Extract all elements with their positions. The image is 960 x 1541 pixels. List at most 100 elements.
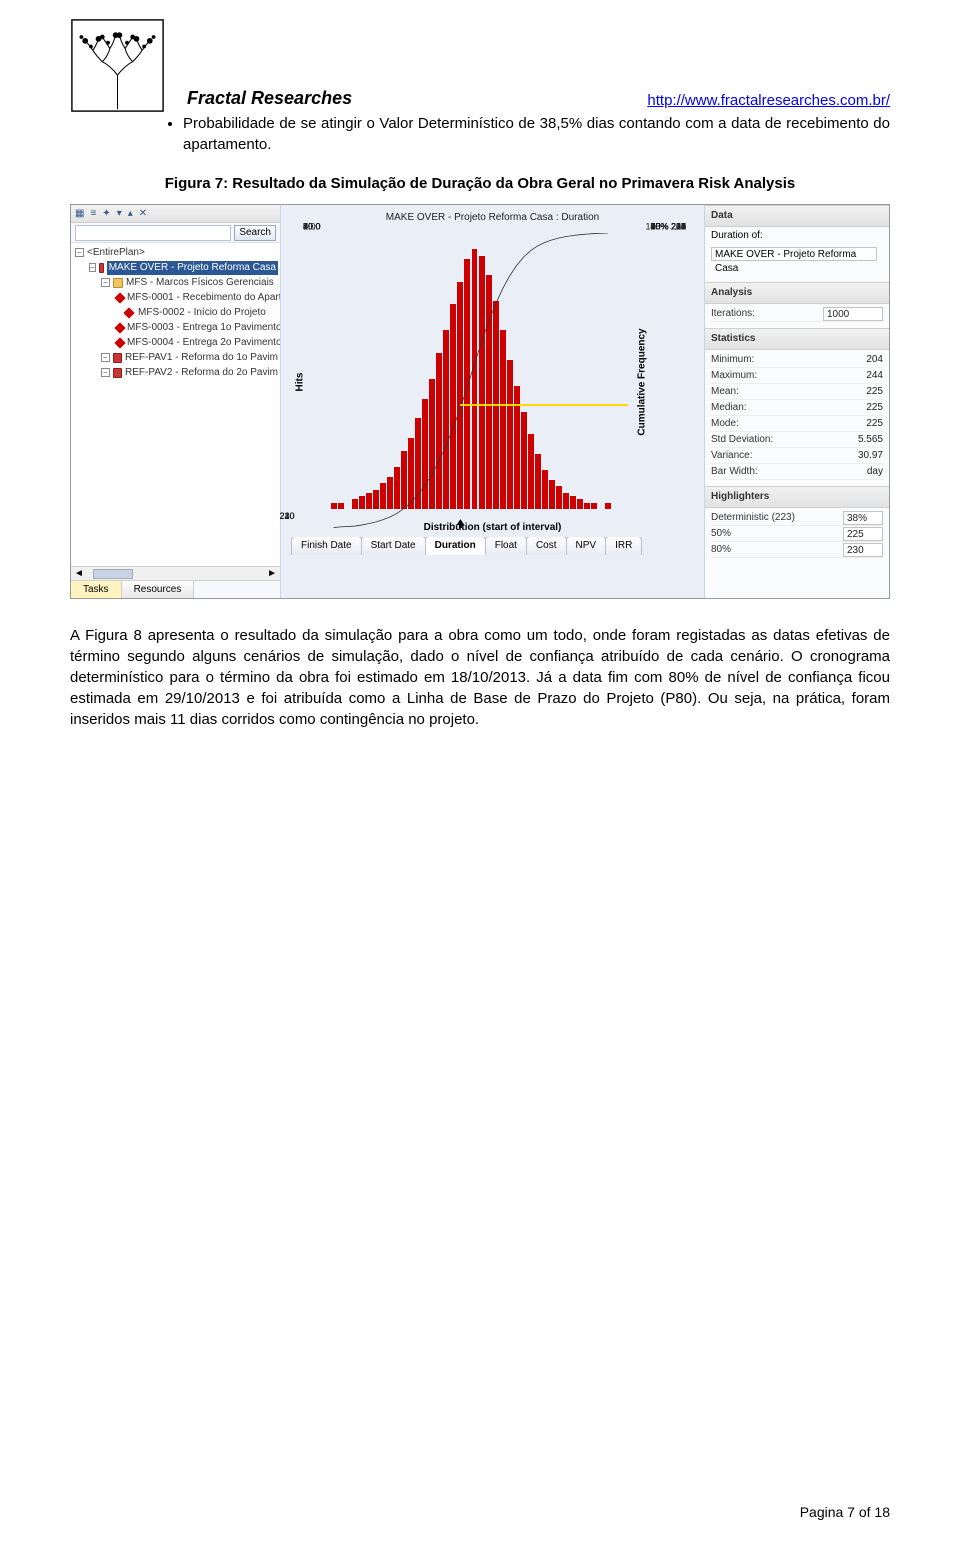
- chart-tab[interactable]: NPV: [566, 536, 607, 555]
- stat-key: Variance:: [711, 449, 753, 463]
- toolbar-icon[interactable]: ▦: [75, 207, 84, 221]
- histogram-bar: [401, 451, 407, 509]
- histogram-bar: [331, 503, 337, 509]
- histogram-bar: [605, 503, 611, 509]
- plot-area: [327, 233, 622, 509]
- chart-bottom-tabs: Finish DateStart DateDurationFloatCostNP…: [287, 537, 698, 555]
- milestone-icon: [125, 308, 135, 318]
- folder-icon: [113, 353, 122, 363]
- tree-node[interactable]: MFS-0004 - Entrega 2o Pavimento: [73, 335, 278, 350]
- expand-icon[interactable]: −: [101, 278, 110, 287]
- chart-title: MAKE OVER - Projeto Reforma Casa : Durat…: [287, 211, 698, 225]
- page-header: Fractal Researches http://www.fractalres…: [70, 18, 890, 113]
- histogram-bars: [327, 233, 622, 509]
- site-url-link[interactable]: http://www.fractalresearches.com.br/: [647, 90, 890, 111]
- expand-icon[interactable]: −: [75, 248, 84, 257]
- tree-search-input[interactable]: [75, 225, 231, 241]
- tree-search-button[interactable]: Search: [234, 225, 276, 241]
- tree-root-label: <EntirePlan>: [87, 246, 145, 260]
- tree-node[interactable]: MFS-0002 - Início do Projeto: [73, 305, 278, 320]
- toolbar-icon[interactable]: ▴: [128, 207, 133, 221]
- milestone-icon: [116, 338, 124, 348]
- histogram-bar: [549, 480, 555, 509]
- folder-icon: [113, 278, 123, 288]
- tree-h-scrollbar[interactable]: ◄►: [71, 566, 280, 580]
- tree-node[interactable]: − REF-PAV2 - Reforma do 2o Pavim: [73, 365, 278, 380]
- tree-node-label: MFS - Marcos Físicos Gerenciais: [126, 276, 274, 290]
- stats-panel: Data Duration of: MAKE OVER - Projeto Re…: [705, 205, 889, 598]
- tree-node-label: MFS-0001 - Recebimento do Apart.: [127, 291, 280, 305]
- tree-node[interactable]: MFS-0003 - Entrega 1o Pavimento: [73, 320, 278, 335]
- y-axis-left-label: Hits: [293, 373, 307, 392]
- stat-value: 225: [866, 417, 883, 431]
- chart-tab[interactable]: Duration: [425, 536, 486, 555]
- folder-icon: [99, 263, 104, 273]
- milestone-icon: [116, 293, 124, 303]
- deterministic-arrow: [460, 404, 627, 406]
- histogram-bar: [380, 483, 386, 509]
- tree-node[interactable]: −MAKE OVER - Projeto Reforma Casa: [73, 260, 278, 275]
- tree-node-label: REF-PAV2 - Reforma do 2o Pavim: [125, 366, 278, 380]
- toolbar-icon[interactable]: ▾: [117, 207, 122, 221]
- tree-node-label: REF-PAV1 - Reforma do 1o Pavim: [125, 351, 278, 365]
- tree-node[interactable]: − MFS - Marcos Físicos Gerenciais: [73, 275, 278, 290]
- stats-section-statistics: Statistics: [705, 328, 889, 350]
- histogram-bar: [408, 438, 414, 509]
- fractal-tree-logo: [70, 18, 165, 113]
- bullet-list: Probabilidade de se atingir o Valor Dete…: [70, 113, 890, 155]
- chart-tab[interactable]: Float: [485, 536, 527, 555]
- histogram-bar: [352, 499, 358, 509]
- histogram-bar: [570, 496, 576, 509]
- histogram-bar: [464, 259, 470, 509]
- expand-icon[interactable]: −: [101, 368, 110, 377]
- tree-root[interactable]: − <EntirePlan>: [73, 245, 278, 260]
- tree-body: − <EntirePlan> −MAKE OVER - Projeto Refo…: [71, 243, 280, 566]
- histogram-bar: [535, 454, 541, 509]
- toolbar-icon[interactable]: ✦: [102, 207, 110, 221]
- histogram-bar: [457, 282, 463, 509]
- tab-resources[interactable]: Resources: [122, 581, 195, 598]
- expand-icon[interactable]: −: [101, 353, 110, 362]
- stat-value: 244: [866, 369, 883, 383]
- histogram-bar: [429, 379, 435, 509]
- toolbar-icon[interactable]: ✕: [139, 207, 147, 221]
- chart-tab[interactable]: Finish Date: [291, 536, 362, 555]
- histogram-bar: [563, 493, 569, 509]
- stat-value: 225: [866, 401, 883, 415]
- chart-tab[interactable]: Start Date: [361, 536, 426, 555]
- toolbar-icon[interactable]: ≡: [90, 207, 96, 221]
- tree-bottom-tabs: Tasks Resources: [71, 580, 280, 598]
- highlighter-value[interactable]: 225: [843, 527, 883, 541]
- highlighter-value[interactable]: 38%: [843, 511, 883, 525]
- figure-caption: Figura 7: Resultado da Simulação de Dura…: [70, 173, 890, 194]
- tree-node[interactable]: MFS-0001 - Recebimento do Apart.: [73, 290, 278, 305]
- brand-name: Fractal Researches: [187, 86, 352, 111]
- histogram-bar: [472, 249, 478, 509]
- duration-of-value[interactable]: MAKE OVER - Projeto Reforma Casa: [711, 247, 877, 261]
- histogram-bar: [338, 503, 344, 509]
- chart-tab[interactable]: IRR: [605, 536, 642, 555]
- histogram-bar: [415, 418, 421, 509]
- iterations-label: Iterations:: [711, 307, 755, 321]
- stats-section-analysis: Analysis: [705, 282, 889, 304]
- histogram-bar: [542, 470, 548, 509]
- iterations-value[interactable]: 1000: [823, 307, 883, 321]
- folder-icon: [113, 368, 122, 378]
- histogram-bar: [373, 490, 379, 509]
- primavera-screenshot: ▦ ≡ ✦ ▾ ▴ ✕ Search − <EntirePlan> −MAKE …: [70, 204, 890, 599]
- chart-tab[interactable]: Cost: [526, 536, 567, 555]
- tree-node[interactable]: − REF-PAV1 - Reforma do 1o Pavim: [73, 350, 278, 365]
- stat-key: Median:: [711, 401, 747, 415]
- stat-value: 5.565: [858, 433, 883, 447]
- y-right-tick: 0% 204: [655, 221, 686, 234]
- highlighter-value[interactable]: 230: [843, 543, 883, 557]
- x-tick: 240: [279, 510, 294, 523]
- x-axis-label: Distribution (start of interval): [287, 521, 698, 535]
- histogram-bar: [507, 360, 513, 509]
- expand-icon[interactable]: −: [89, 263, 96, 272]
- stat-key: Bar Width:: [711, 465, 758, 479]
- tab-tasks[interactable]: Tasks: [71, 581, 122, 598]
- stat-key: Mean:: [711, 385, 739, 399]
- histogram-bar: [450, 304, 456, 509]
- tree-node-label: MFS-0002 - Início do Projeto: [138, 306, 266, 320]
